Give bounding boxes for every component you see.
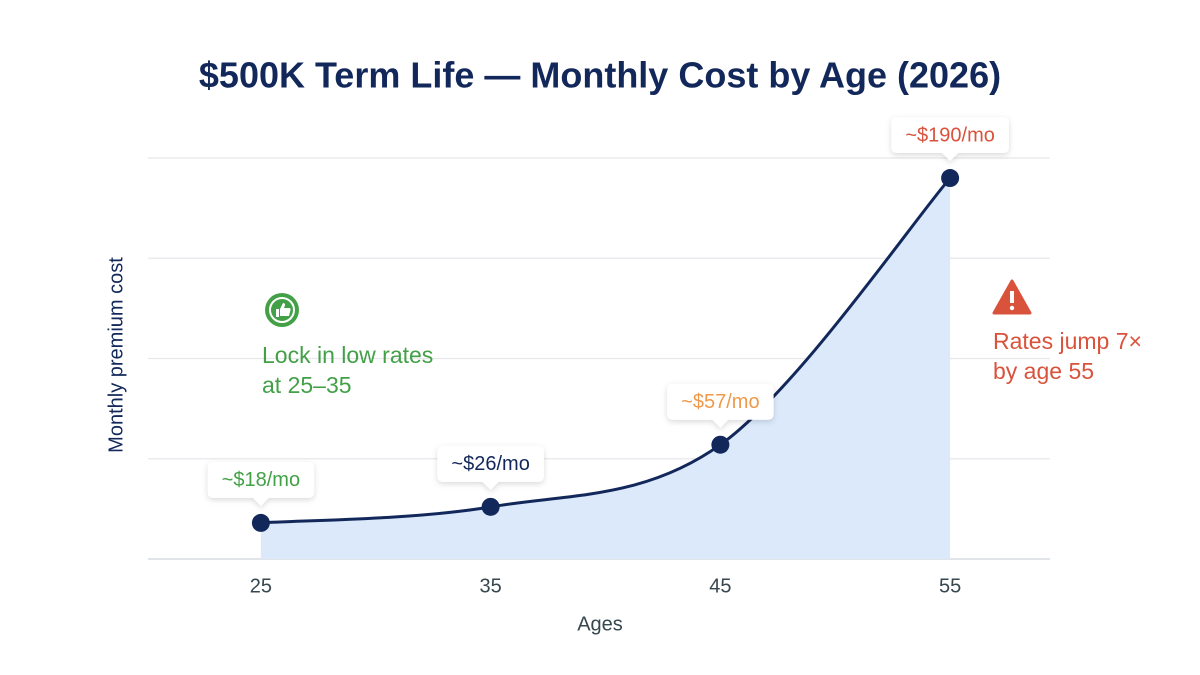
area (260, 178, 951, 560)
annotation: Rates jump 7× (993, 328, 1142, 354)
value-label: ~$18/mo (222, 469, 300, 491)
y-axis-label: Monthly premium cost (105, 257, 127, 453)
plot-area: 25 35 45 55 ~$18/mo ~$26/mo ~$57/mo ~$190/mo Loc… (148, 117, 1142, 597)
value-label: ~$190/mo (905, 124, 995, 146)
value-label-box: ~$57/mo (667, 383, 774, 428)
annotation: Lock in low rates (262, 342, 433, 368)
label-bubble (207, 461, 315, 506)
value-label: ~$26/mo (451, 453, 529, 475)
point (481, 497, 500, 516)
label-bubble (667, 383, 774, 428)
value-label-box: ~$26/mo (437, 445, 544, 490)
label-bubble (891, 117, 1009, 162)
annotation: at 25–35 (262, 372, 352, 398)
thumbs-up-icon (265, 293, 299, 327)
line (260, 177, 952, 525)
value-label-box: ~$190/mo (891, 117, 1009, 162)
point (941, 169, 960, 188)
warning-icon (992, 279, 1032, 315)
x-axis-label: Ages (577, 613, 623, 635)
value-label-box: ~$18/mo (207, 461, 315, 506)
annotation: by age 55 (993, 358, 1094, 384)
value-label: ~$57/mo (681, 391, 759, 413)
chart-title: $500K Term Life — Monthly Cost by Age (2… (199, 55, 1001, 96)
label-bubble (437, 445, 544, 490)
x-tick-label: 55 (939, 575, 961, 597)
x-tick-label: 25 (250, 575, 272, 597)
point (711, 435, 730, 454)
point (251, 513, 270, 532)
x-tick-label: 35 (480, 575, 502, 597)
x-tick-label: 45 (709, 575, 731, 597)
